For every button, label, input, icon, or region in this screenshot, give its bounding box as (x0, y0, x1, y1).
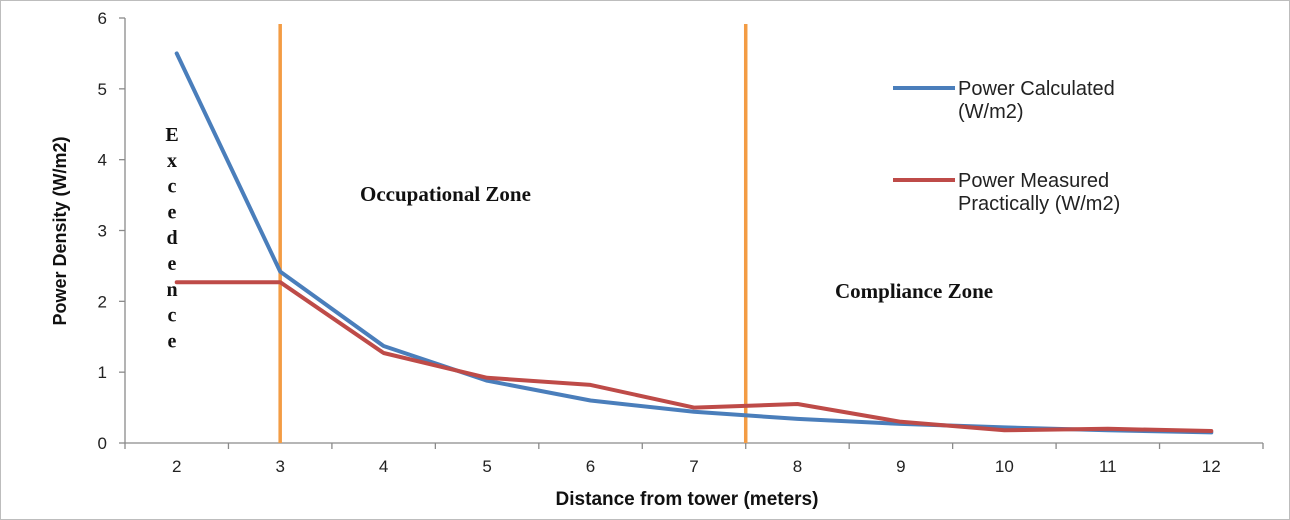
x-tick-label: 7 (689, 457, 698, 476)
x-tick-label: 8 (793, 457, 802, 476)
excedence-letter: n (166, 279, 177, 301)
excedence-letter: c (168, 305, 177, 327)
y-tick-label: 3 (98, 222, 107, 241)
legend-label: Power Calculated (958, 78, 1115, 100)
legend-label: (W/m2) (958, 101, 1024, 123)
y-tick-label: 5 (98, 80, 107, 99)
x-tick-label: 11 (1099, 457, 1117, 476)
excedence-letter: E (165, 124, 178, 146)
excedence-letter: c (168, 176, 177, 198)
compliance-zone-label: Compliance Zone (835, 279, 993, 303)
x-tick-label: 9 (896, 457, 905, 476)
occupational-zone-label: Occupational Zone (360, 182, 531, 206)
series-line-calculated (174, 51, 1214, 435)
x-tick-label: 2 (172, 457, 181, 476)
legend: Power Calculated(W/m2) Power MeasuredPrac… (893, 78, 1120, 215)
excedence-letter: e (168, 253, 177, 275)
axes (119, 17, 1264, 449)
excedence-letter: e (168, 201, 177, 223)
y-axis-title: Power Density (W/m2) (50, 136, 70, 325)
excedence-letter: d (166, 227, 177, 249)
y-tick-label: 4 (98, 151, 107, 170)
x-tick-label: 10 (995, 457, 1014, 476)
y-tick-label: 2 (98, 292, 107, 311)
legend-label: Power Measured (958, 170, 1109, 192)
y-tick-label: 6 (98, 9, 107, 28)
excedence-letter: x (167, 150, 177, 172)
x-tick-label: 12 (1202, 457, 1221, 476)
x-tick-label: 4 (379, 457, 388, 476)
legend-label: Practically (W/m2) (958, 193, 1120, 215)
y-tick-label: 0 (98, 434, 107, 453)
zone-divider-lines (278, 24, 748, 443)
x-axis-title: Distance from tower (meters) (556, 489, 819, 510)
x-tick-label: 3 (275, 457, 284, 476)
x-tick-label: 5 (482, 457, 491, 476)
x-tick-label: 6 (586, 457, 595, 476)
y-tick-label: 1 (98, 363, 107, 382)
series-line-measured (174, 280, 1214, 433)
series-lines (174, 51, 1214, 435)
excedence-letter: e (168, 330, 177, 352)
